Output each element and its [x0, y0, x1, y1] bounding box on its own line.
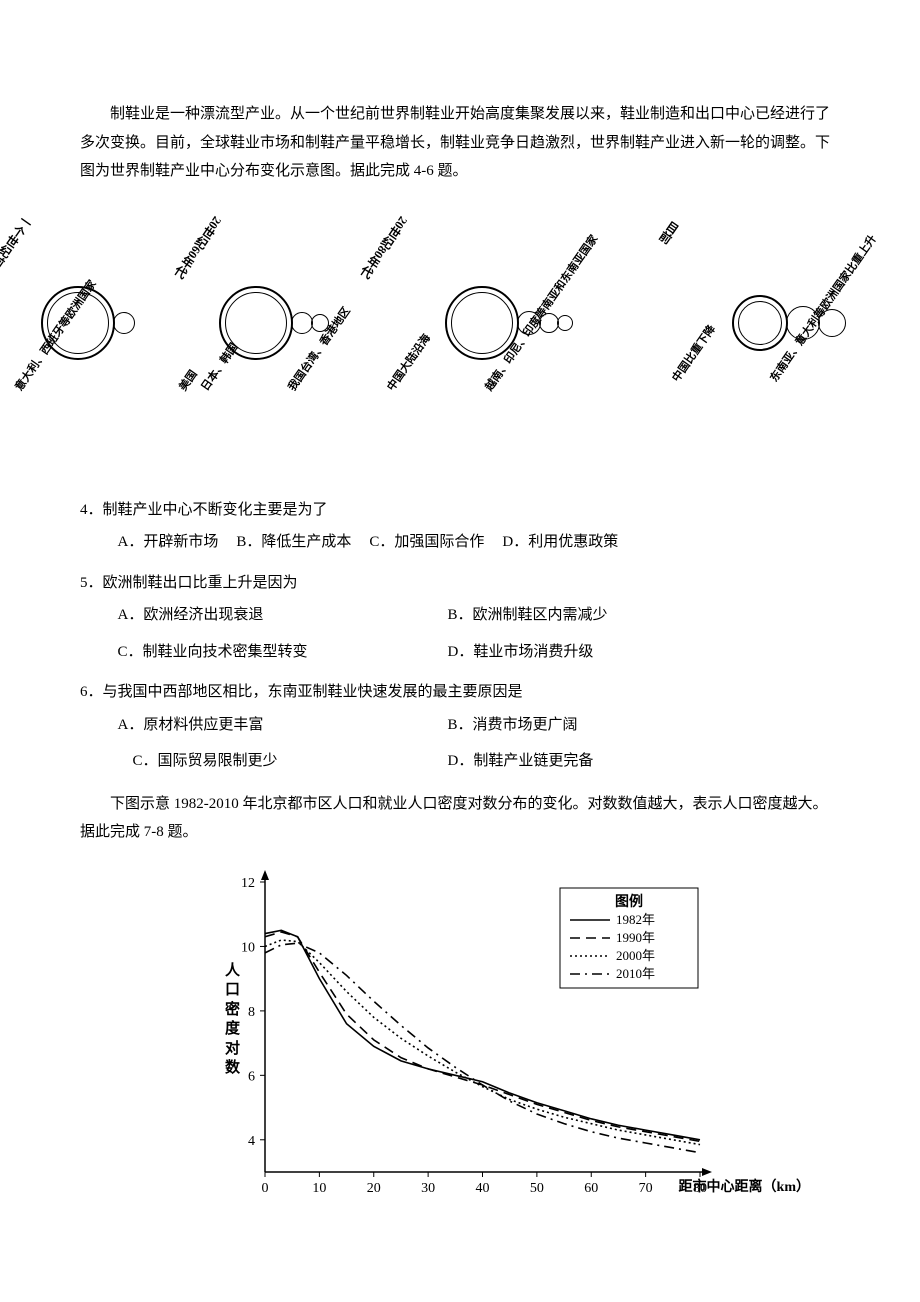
question-4-text: 4．制鞋产业中心不断变化主要是为了: [80, 496, 840, 525]
svg-text:60: 60: [584, 1181, 598, 1196]
svg-text:40: 40: [476, 1181, 490, 1196]
svg-text:30: 30: [421, 1181, 435, 1196]
svg-text:0: 0: [262, 1181, 269, 1196]
q4-option-d: D．利用优惠政策: [502, 528, 618, 557]
stage-top-label: 一个世纪前: [0, 210, 37, 272]
svg-text:12: 12: [241, 876, 255, 891]
svg-text:10: 10: [312, 1181, 326, 1196]
q6-option-c: C．国际贸易限制更少: [118, 747, 448, 776]
svg-text:8: 8: [248, 1004, 255, 1019]
small-circle: [113, 312, 135, 334]
q4-option-b: B．降低生产成本: [236, 528, 351, 557]
stage-top-label: 20世纪60年代: [167, 211, 227, 283]
diagram-stage: 20世纪80年代中国大陆沿海越南、印尼、印度等南亚和东南亚国家: [382, 286, 637, 385]
stage-bottom-label: 中国大陆沿海: [382, 330, 437, 396]
svg-text:6: 6: [248, 1069, 255, 1084]
stage-bottom-labels: 中国大陆沿海越南、印尼、印度等南亚和东南亚国家: [382, 364, 637, 385]
passage-intro-1: 制鞋业是一种漂流型产业。从一个世纪前世界制鞋业开始高度集聚发展以来，鞋业制造和出…: [80, 100, 840, 186]
diagram-stage: 一个世纪前意大利、西班牙等欧洲国家美国: [10, 286, 166, 385]
svg-text:2010年: 2010年: [616, 966, 655, 981]
svg-text:图例: 图例: [615, 893, 643, 910]
svg-text:1990年: 1990年: [616, 930, 655, 945]
question-5: 5．欧洲制鞋出口比重上升是因为 A．欧洲经济出现衰退 B．欧洲制鞋区内需减少 C…: [80, 569, 840, 667]
svg-text:4: 4: [248, 1133, 255, 1148]
question-5-text: 5．欧洲制鞋出口比重上升是因为: [80, 569, 840, 598]
svg-text:1982年: 1982年: [616, 912, 655, 927]
svg-text:2000年: 2000年: [616, 948, 655, 963]
q6-option-d: D．制鞋产业链更完备: [448, 747, 841, 776]
stage-bottom-labels: 意大利、西班牙等欧洲国家美国: [10, 364, 166, 385]
svg-text:20: 20: [367, 1181, 381, 1196]
chart-x-axis-label: 距市中心距离（km）: [679, 1175, 810, 1202]
stage-bottom-labels: 日本、韩国我国台湾、香港地区: [196, 364, 352, 385]
question-4: 4．制鞋产业中心不断变化主要是为了 A．开辟新市场 B．降低生产成本 C．加强国…: [80, 496, 840, 557]
stage-bottom-label: 日本、韩国: [196, 339, 245, 396]
q5-option-a: A．欧洲经济出现衰退: [118, 601, 448, 630]
q5-option-b: B．欧洲制鞋区内需减少: [448, 601, 841, 630]
svg-text:50: 50: [530, 1181, 544, 1196]
q6-option-a: A．原材料供应更丰富: [118, 711, 448, 740]
svg-text:10: 10: [241, 940, 255, 955]
circles-diagram: 一个世纪前意大利、西班牙等欧洲国家美国20世纪60年代日本、韩国我国台湾、香港地…: [80, 206, 840, 466]
q6-option-b: B．消费市场更广阔: [448, 711, 841, 740]
small-circle: [557, 315, 573, 331]
diagram-stage: 目前中国比重下降东南亚、意大利等欧洲国家比重上升: [667, 295, 911, 376]
stage-top-label: 20世纪80年代: [353, 211, 413, 283]
line-chart: 人口密度对数 010203040506070804681012图例1982年19…: [80, 867, 840, 1212]
q5-option-c: C．制鞋业向技术密集型转变: [118, 638, 448, 667]
chart-y-axis-label: 人口密度对数: [225, 962, 243, 1079]
stage-bottom-labels: 中国比重下降东南亚、意大利等欧洲国家比重上升: [667, 355, 911, 376]
question-6-text: 6．与我国中西部地区相比，东南亚制鞋业快速发展的最主要原因是: [80, 678, 840, 707]
small-circle: [291, 312, 313, 334]
big-circle-inner: [738, 301, 782, 345]
stage-bottom-label: 中国比重下降: [667, 321, 722, 387]
q4-option-c: C．加强国际合作: [369, 528, 484, 557]
stage-top-label: 目前: [652, 216, 684, 249]
svg-text:70: 70: [639, 1181, 653, 1196]
question-6: 6．与我国中西部地区相比，东南亚制鞋业快速发展的最主要原因是 A．原材料供应更丰…: [80, 678, 840, 776]
q4-option-a: A．开辟新市场: [118, 528, 219, 557]
chart-svg: 010203040506070804681012图例1982年1990年2000…: [200, 867, 720, 1212]
diagram-stage: 20世纪60年代日本、韩国我国台湾、香港地区: [196, 286, 352, 385]
passage-intro-2: 下图示意 1982-2010 年北京都市区人口和就业人口密度对数分布的变化。对数…: [80, 790, 840, 847]
big-circle-outer: [732, 295, 788, 351]
q5-option-d: D．鞋业市场消费升级: [448, 638, 841, 667]
big-circle-inner: [451, 292, 513, 354]
